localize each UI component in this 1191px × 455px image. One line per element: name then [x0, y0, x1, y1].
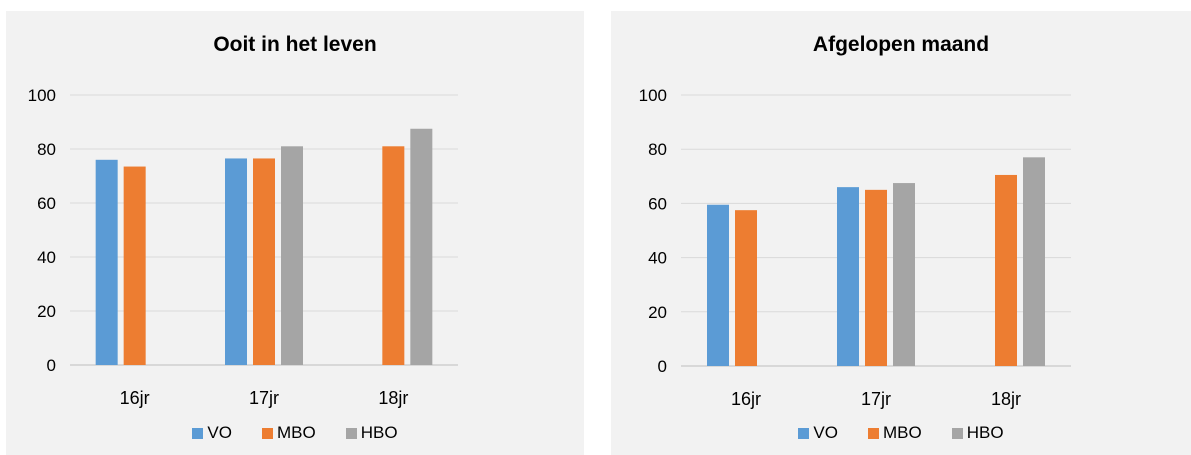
bar-mbo-17jr — [865, 189, 887, 366]
y-tick-label: 60 — [37, 194, 56, 213]
legend-swatch-mbo — [261, 427, 273, 439]
legend-swatch-vo — [798, 427, 810, 439]
legend-label-hbo: HBO — [360, 423, 398, 442]
legend-swatch-hbo — [345, 427, 357, 439]
legend-item-hbo: HBO — [951, 423, 1004, 443]
legend-item-vo: VO — [192, 423, 232, 443]
legend-item-hbo: HBO — [345, 423, 398, 443]
x-tick-label: 16jr — [731, 389, 761, 409]
y-tick-label: 100 — [28, 86, 56, 105]
legend-label-hbo: HBO — [966, 423, 1004, 442]
legend-label-mbo: MBO — [882, 423, 922, 442]
y-tick-label: 80 — [37, 140, 56, 159]
y-tick-label: 20 — [37, 302, 56, 321]
y-tick-label: 40 — [648, 249, 667, 268]
y-tick-label: 20 — [648, 303, 667, 322]
y-tick-label: 0 — [47, 356, 56, 375]
bar-mbo-18jr — [995, 174, 1017, 366]
bar-hbo-17jr — [281, 146, 303, 365]
x-tick-label: 17jr — [249, 388, 279, 408]
chart-title: Afgelopen maand — [812, 33, 990, 56]
legend-label-vo: VO — [813, 423, 838, 442]
x-tick-label: 17jr — [861, 389, 891, 409]
x-tick-label: 16jr — [120, 388, 150, 408]
x-tick-label: 18jr — [991, 389, 1021, 409]
chart-plot-left: 0 20 40 60 80 100 16jr 17jr 18jr — [28, 86, 458, 408]
y-tick-label: 0 — [658, 357, 667, 376]
chart-panel-right: Afgelopen maand 0 20 40 60 80 100 16jr 17jr 18jr… — [611, 11, 1191, 455]
bar-mbo-16jr — [123, 166, 146, 365]
bar-vo-17jr — [837, 187, 859, 366]
bar-mbo-18jr — [382, 146, 405, 365]
x-tick-label: 18jr — [378, 388, 408, 408]
y-tick-label: 40 — [37, 248, 56, 267]
y-tick-label: 80 — [648, 140, 667, 159]
bar-vo-17jr — [225, 158, 247, 365]
legend-label-vo: VO — [207, 423, 232, 442]
bar-mbo-17jr — [253, 158, 275, 365]
legend-item-mbo: MBO — [261, 423, 316, 443]
chart-panel-left: Ooit in het leven 0 20 40 60 80 100 16jr 17jr 18… — [6, 11, 584, 455]
bar-vo-16jr — [707, 204, 729, 366]
chart-plot-right: 0 20 40 60 80 100 16jr 17jr 18jr — [639, 86, 1071, 409]
legend-item-vo: VO — [798, 423, 838, 443]
legend: VO MBO HBO — [6, 423, 584, 443]
legend-item-mbo: MBO — [867, 423, 922, 443]
bar-vo-16jr — [95, 159, 118, 365]
legend-label-mbo: MBO — [276, 423, 316, 442]
y-tick-label: 60 — [648, 194, 667, 213]
legend-swatch-vo — [192, 427, 204, 439]
y-tick-label: 100 — [639, 86, 667, 105]
legend-swatch-hbo — [951, 427, 963, 439]
bar-hbo-18jr — [1023, 157, 1045, 366]
bar-hbo-18jr — [410, 128, 433, 365]
bar-mbo-16jr — [735, 210, 757, 366]
bar-hbo-17jr — [893, 183, 915, 366]
chart-title: Ooit in het leven — [213, 33, 377, 56]
legend-swatch-mbo — [867, 427, 879, 439]
legend: VO MBO HBO — [611, 423, 1191, 443]
